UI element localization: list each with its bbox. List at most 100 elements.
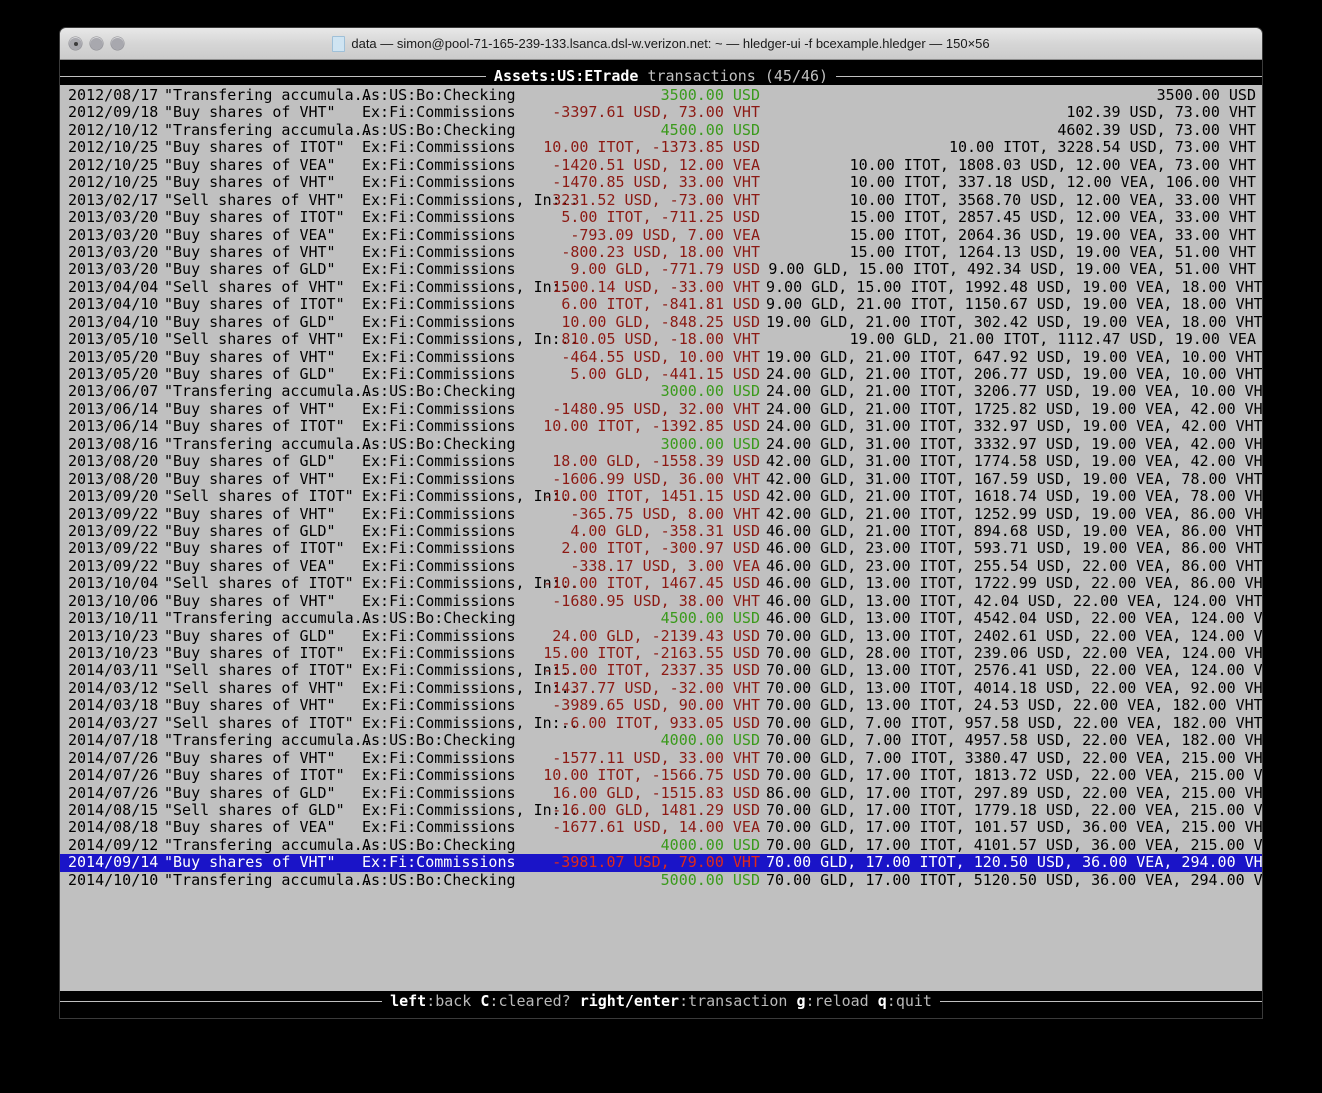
table-row[interactable]: 2013/02/17 "Sell shares of VHT" Ex:Fi:Comm… [60,191,1262,209]
table-row[interactable]: 2013/06/07 "Transfering accumula.. As:US:B… [60,382,1262,401]
table-row[interactable]: 2013/08/20 "Buy shares of VHT" Ex:Fi:Commi… [60,470,1262,488]
table-row[interactable]: 2013/08/16 "Transfering accumula.. As:US:B… [60,435,1262,453]
row-amount: -1577.11 USD, 33.00 VHT [552,748,760,767]
status-bar: left:back C:cleared? right/enter:transac… [60,991,1262,1011]
row-description: "Buy shares of ITOT" [164,539,345,558]
row-amount: 1500.14 USD, -33.00 VHT [552,277,760,296]
table-row[interactable]: 2014/09/14 "Buy shares of VHT" Ex:Fi:Commi… [60,853,1262,872]
minimize-button[interactable] [90,37,103,50]
table-row[interactable]: 2013/05/10 "Sell shares of VHT" Ex:Fi:Comm… [60,330,1262,348]
table-row[interactable]: 2013/03/20 "Buy shares of ITOT" Ex:Fi:Comm… [60,208,1262,226]
row-amount: -1480.95 USD, 32.00 VHT [552,399,760,418]
table-row[interactable]: 2013/09/22 "Buy shares of VEA" Ex:Fi:Commi… [60,556,1262,575]
table-row[interactable]: 2014/03/27 "Sell shares of ITOT" Ex:Fi:Com… [60,713,1262,732]
row-account: Ex:Fi:Commissions [362,696,516,715]
row-balance: 46.00 GLD, 21.00 ITOT, 894.68 USD, 19.00… [766,521,1262,540]
table-row[interactable]: 2013/10/23 "Buy shares of ITOT" Ex:Fi:Comm… [60,644,1262,662]
table-row[interactable]: 2014/03/11 "Sell shares of ITOT" Ex:Fi:Com… [60,661,1262,680]
row-account: Ex:Fi:Commissions [362,399,516,418]
bottom-border-band [60,1011,1262,1018]
table-row[interactable]: 2014/08/18 "Buy shares of VEA" Ex:Fi:Commi… [60,818,1262,836]
table-row[interactable]: 2013/03/20 "Buy shares of VEA" Ex:Fi:Commi… [60,225,1262,244]
transaction-list[interactable]: 2012/08/17 "Transfering accumula.. As:US:B… [60,85,1262,987]
row-description: "Buy shares of GLD" [164,783,336,802]
table-row[interactable]: 2013/08/20 "Buy shares of GLD" Ex:Fi:Commi… [60,452,1262,471]
row-balance: 24.00 GLD, 21.00 ITOT, 3206.77 USD, 19.0… [766,382,1262,401]
row-date: 2013/10/11 [68,609,159,628]
row-description: "Sell shares of GLD" [164,800,345,819]
row-balance: 46.00 GLD, 13.00 ITOT, 4542.04 USD, 22.0… [766,609,1262,628]
table-row[interactable]: 2013/10/04 "Sell shares of ITOT" Ex:Fi:Com… [60,574,1262,592]
table-row[interactable]: 2013/10/23 "Buy shares of GLD" Ex:Fi:Commi… [60,626,1262,645]
table-row[interactable]: 2012/09/18 "Buy shares of VHT" Ex:Fi:Commi… [60,103,1262,122]
row-balance: 4602.39 USD, 73.00 VHT [1057,120,1256,139]
keybinding-key[interactable]: right/enter [579,992,680,1010]
table-row[interactable]: 2013/04/04 "Sell shares of VHT" Ex:Fi:Comm… [60,277,1262,296]
header-title: Assets:US:ETrade transactions (45/46) [486,67,836,85]
row-description: "Sell shares of VHT" [164,277,345,296]
row-description: "Transfering accumula.. [164,86,372,104]
row-date: 2013/09/22 [68,556,159,575]
table-row[interactable]: 2014/03/12 "Sell shares of VHT" Ex:Fi:Comm… [60,678,1262,697]
keybinding-label: transaction [688,992,788,1010]
close-button[interactable] [69,37,82,50]
row-account: Ex:Fi:Commissions [362,452,516,471]
table-row[interactable]: 2013/04/10 "Buy shares of ITOT" Ex:Fi:Comm… [60,295,1262,314]
table-row[interactable]: 2013/04/10 "Buy shares of GLD" Ex:Fi:Commi… [60,313,1262,331]
table-row[interactable]: 2014/07/26 "Buy shares of VHT" Ex:Fi:Commi… [60,748,1262,767]
row-amount: -15.00 ITOT, 2337.35 USD [543,661,760,680]
window-controls[interactable] [69,28,124,59]
table-row[interactable]: 2013/09/20 "Sell shares of ITOT" Ex:Fi:Com… [60,487,1262,505]
table-row[interactable]: 2012/08/17 "Transfering accumula.. As:US:B… [60,86,1262,104]
table-row[interactable]: 2013/05/20 "Buy shares of VHT" Ex:Fi:Commi… [60,347,1262,366]
header-account: Assets:US:ETrade [493,67,639,85]
row-date: 2013/04/10 [68,295,159,314]
table-row[interactable]: 2013/10/11 "Transfering accumula.. As:US:B… [60,609,1262,628]
table-row[interactable]: 2014/07/26 "Buy shares of ITOT" Ex:Fi:Comm… [60,766,1262,785]
row-date: 2013/05/20 [68,347,159,366]
window-titlebar[interactable]: data — simon@pool-71-165-239-133.lsanca.… [60,28,1262,60]
table-row[interactable]: 2014/07/18 "Transfering accumula.. As:US:B… [60,731,1262,749]
table-row[interactable]: 2013/09/22 "Buy shares of VHT" Ex:Fi:Commi… [60,504,1262,523]
row-balance: 15.00 ITOT, 2064.36 USD, 19.00 VEA, 33.0… [849,225,1256,244]
table-row[interactable]: 2012/10/25 "Buy shares of VHT" Ex:Fi:Commi… [60,173,1262,191]
row-account: Ex:Fi:Commissions [362,260,516,279]
zoom-button[interactable] [111,37,124,50]
table-row[interactable]: 2013/09/22 "Buy shares of ITOT" Ex:Fi:Comm… [60,539,1262,558]
row-description: "Buy shares of VEA" [164,556,336,575]
table-row[interactable]: 2014/08/15 "Sell shares of GLD" Ex:Fi:Comm… [60,800,1262,819]
keybinding-key[interactable]: g [796,992,806,1010]
row-balance: 70.00 GLD, 13.00 ITOT, 4014.18 USD, 22.0… [766,678,1262,697]
row-account: Ex:Fi:Commissions [362,155,516,174]
keybinding-separator: : [805,992,815,1010]
table-row[interactable]: 2013/09/22 "Buy shares of GLD" Ex:Fi:Commi… [60,521,1262,540]
row-description: "Buy shares of GLD" [164,365,336,383]
top-border-band [60,60,1262,67]
table-row[interactable]: 2013/03/20 "Buy shares of VHT" Ex:Fi:Commi… [60,243,1262,261]
table-row[interactable]: 2013/06/14 "Buy shares of VHT" Ex:Fi:Commi… [60,399,1262,418]
table-row[interactable]: 2012/10/25 "Buy shares of ITOT" Ex:Fi:Comm… [60,138,1262,156]
row-amount: 4500.00 USD [660,120,760,139]
row-description: "Sell shares of ITOT" [164,713,354,732]
table-row[interactable]: 2013/05/20 "Buy shares of GLD" Ex:Fi:Commi… [60,365,1262,383]
table-row[interactable]: 2014/07/26 "Buy shares of GLD" Ex:Fi:Commi… [60,783,1262,802]
row-account: Ex:Fi:Commissions [362,504,516,523]
row-balance: 70.00 GLD, 13.00 ITOT, 2402.61 USD, 22.0… [766,626,1262,645]
keybinding-key[interactable]: q [877,992,887,1010]
keybinding-key[interactable]: left [390,992,427,1010]
row-amount: -793.09 USD, 7.00 VEA [570,225,760,244]
table-row[interactable]: 2014/09/12 "Transfering accumula.. As:US:B… [60,836,1262,854]
row-amount: 1437.77 USD, -32.00 VHT [552,678,760,697]
keybinding-key[interactable]: C [480,992,490,1010]
row-account: Ex:Fi:Commissions [362,766,516,785]
table-row[interactable]: 2012/10/12 "Transfering accumula.. As:US:B… [60,120,1262,139]
row-description: "Buy shares of VHT" [164,748,336,767]
row-account: Ex:Fi:Commissions, In:.. [362,713,579,732]
table-row[interactable]: 2014/03/18 "Buy shares of VHT" Ex:Fi:Commi… [60,696,1262,715]
table-row[interactable]: 2013/10/06 "Buy shares of VHT" Ex:Fi:Commi… [60,592,1262,610]
table-row[interactable]: 2014/10/10 "Transfering accumula.. As:US:B… [60,871,1262,889]
table-row[interactable]: 2013/06/14 "Buy shares of ITOT" Ex:Fi:Comm… [60,417,1262,435]
row-amount: -3397.61 USD, 73.00 VHT [552,103,760,122]
table-row[interactable]: 2012/10/25 "Buy shares of VEA" Ex:Fi:Commi… [60,155,1262,174]
table-row[interactable]: 2013/03/20 "Buy shares of GLD" Ex:Fi:Commi… [60,260,1262,279]
